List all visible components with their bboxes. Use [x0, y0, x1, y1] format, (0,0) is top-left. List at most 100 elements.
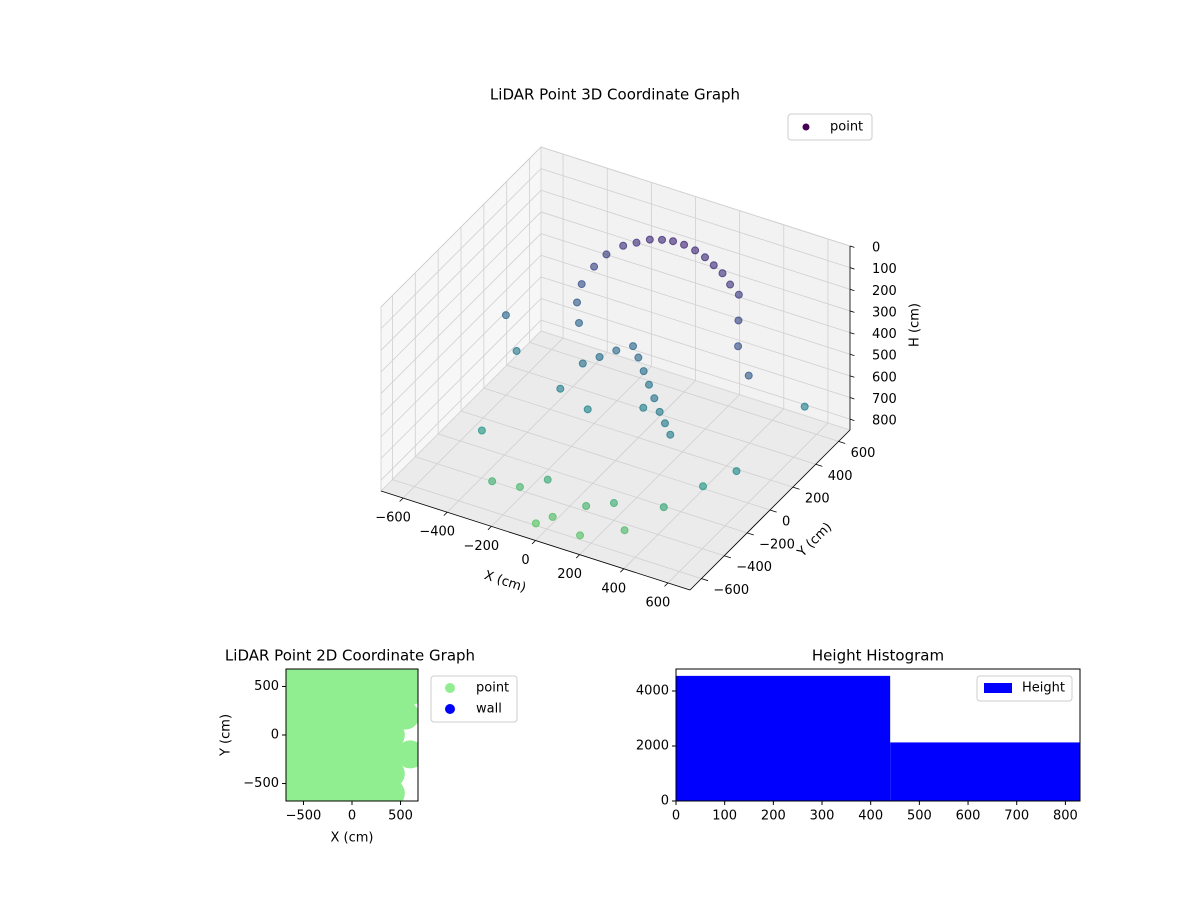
point: [734, 316, 743, 325]
point: [620, 526, 629, 535]
point: [338, 740, 366, 769]
legend-box: [787, 113, 873, 141]
x-tick-label: 500: [388, 809, 413, 824]
point: [639, 403, 648, 412]
point: [357, 721, 386, 749]
legend-patch: [984, 683, 1012, 693]
x-tick-label: −500: [286, 809, 322, 824]
point: [299, 682, 328, 711]
legend-label: point: [476, 681, 509, 696]
grid-line: [380, 146, 542, 308]
x-tick-label: 300: [810, 809, 835, 824]
point: [744, 371, 753, 380]
bar: [676, 675, 891, 801]
grid-line: [380, 168, 542, 329]
point: [576, 531, 585, 540]
grid-line: [540, 233, 851, 333]
y-tick-label: 500: [254, 679, 279, 694]
point: [578, 359, 587, 368]
point: [732, 467, 741, 476]
grid-line: [460, 410, 771, 511]
point: [645, 235, 654, 244]
point: [531, 519, 540, 528]
legend-label: wall: [476, 702, 502, 717]
y-tick-label: 0: [661, 794, 669, 809]
point: [701, 253, 709, 262]
grid-line: [483, 387, 793, 488]
point: [583, 405, 592, 414]
chart-title: LiDAR Point 3D Coordinate Graph: [490, 86, 740, 104]
grid-line: [438, 433, 748, 534]
point: [726, 280, 735, 289]
x-tick-label: 200: [761, 809, 786, 824]
z-tick-label: 700: [872, 392, 897, 407]
point: [357, 740, 386, 769]
point: [619, 241, 628, 250]
grid-line: [540, 254, 851, 355]
point: [501, 311, 510, 320]
point: [602, 250, 611, 259]
tick-mark: [487, 526, 492, 531]
point: [645, 380, 653, 389]
point: [582, 502, 591, 511]
grid-line: [529, 342, 839, 442]
point: [299, 759, 328, 788]
point: [629, 342, 638, 351]
x-tick-label: 0: [348, 809, 356, 824]
grid-line: [380, 298, 542, 459]
tick-mark: [849, 332, 855, 335]
x-axis-label: X (cm): [331, 831, 374, 846]
legend-marker: [445, 683, 455, 693]
grid-line: [540, 298, 851, 398]
point: [680, 240, 689, 249]
x-tick-label: 800: [1053, 809, 1078, 824]
point: [357, 759, 386, 788]
y-axis-label: Y (cm): [794, 520, 835, 561]
point: [299, 721, 328, 749]
grid-line: [380, 276, 542, 438]
grid-line: [540, 276, 851, 377]
point: [338, 759, 366, 788]
point: [357, 682, 386, 711]
point: [357, 701, 386, 730]
point: [734, 290, 743, 299]
grid-line: [380, 233, 542, 394]
y-tick-label: 0: [782, 515, 790, 530]
z-tick-label: 800: [872, 414, 897, 429]
tick-mark: [792, 486, 800, 490]
z-tick-label: 600: [872, 370, 897, 385]
y-tick-label: 4000: [636, 684, 669, 699]
point: [548, 512, 557, 521]
point: [376, 721, 405, 749]
point: [556, 384, 565, 393]
z-tick-label: 100: [872, 262, 897, 277]
x-tick-label: −200: [463, 539, 499, 554]
x-tick-label: 100: [712, 809, 737, 824]
y-tick-label: −600: [713, 583, 749, 598]
tick-mark: [849, 267, 855, 270]
grid-line: [380, 254, 542, 416]
x-tick-label: 0: [521, 553, 529, 568]
point: [318, 721, 347, 749]
y-tick-label: −200: [759, 537, 795, 552]
point: [669, 237, 678, 246]
points-layer: [477, 235, 809, 540]
point: [376, 740, 405, 769]
tick-mark: [724, 555, 732, 559]
z-tick-label: 500: [872, 349, 897, 364]
x-tick-label: 400: [858, 809, 883, 824]
x-axis-line: [380, 490, 691, 591]
point: [691, 246, 700, 255]
x-tick-label: 0: [672, 809, 680, 824]
tick-mark: [664, 582, 669, 587]
point: [699, 482, 707, 491]
z-axis-label: H (cm): [908, 303, 923, 347]
tick-mark: [849, 397, 855, 400]
points-layer: [286, 669, 418, 801]
point: [543, 475, 552, 484]
grid-line: [380, 190, 542, 351]
axes-frame: [675, 668, 1081, 802]
y-tick-label: 0: [271, 728, 279, 743]
point: [396, 740, 418, 769]
